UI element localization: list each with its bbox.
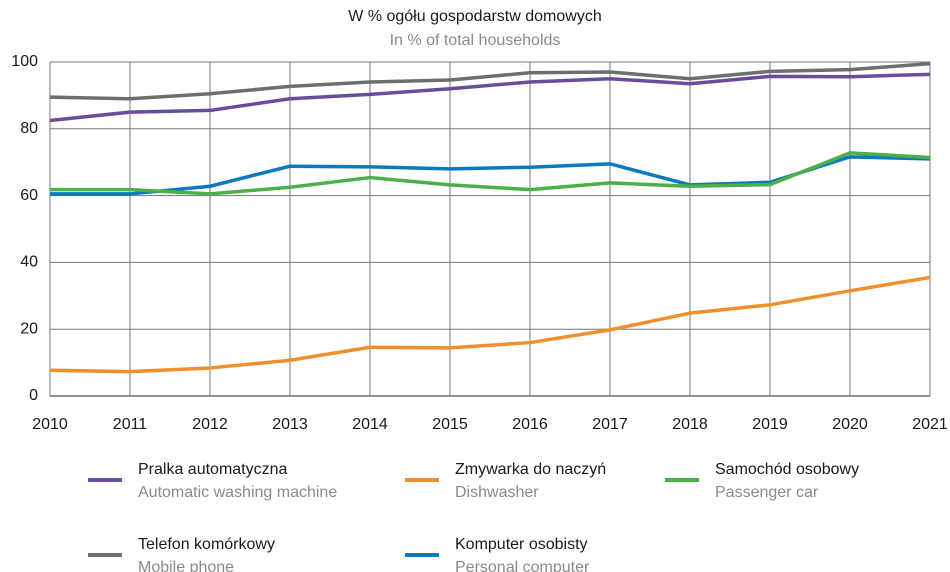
- legend-label: Zmywarka do naczyń: [455, 461, 606, 478]
- y-tick-label: 100: [11, 53, 38, 70]
- chart-title: W % ogółu gospodarstw domowych: [348, 8, 601, 25]
- chart-subtitle: In % of total households: [390, 32, 561, 49]
- series-line: [49, 275, 931, 374]
- x-tick-label: 2021: [912, 416, 948, 433]
- legend-sublabel: Dishwasher: [455, 484, 539, 501]
- x-tick-label: 2010: [32, 416, 68, 433]
- x-tick-label: 2019: [752, 416, 788, 433]
- x-tick-label: 2016: [512, 416, 548, 433]
- x-tick-label: 2011: [113, 416, 148, 433]
- y-tick-label: 40: [20, 254, 38, 271]
- y-tick-label: 60: [20, 187, 38, 204]
- x-tick-label: 2014: [352, 416, 388, 433]
- legend-sublabel: Passenger car: [715, 484, 819, 501]
- series-line: [49, 61, 931, 101]
- legend-label: Telefon komórkowy: [138, 536, 275, 553]
- y-tick-label: 20: [20, 320, 38, 337]
- series-line: [50, 151, 931, 196]
- x-tick-label: 2017: [592, 416, 628, 433]
- y-tick-label: 80: [20, 120, 38, 137]
- legend-label: Pralka automatyczna: [138, 461, 288, 478]
- x-tick-label: 2012: [192, 416, 228, 433]
- legend-sublabel: Personal computer: [455, 559, 590, 572]
- x-tick-label: 2020: [832, 416, 868, 433]
- series-line: [49, 72, 931, 123]
- x-tick-label: 2013: [272, 416, 308, 433]
- x-tick-label: 2018: [672, 416, 708, 433]
- legend-sublabel: Automatic washing machine: [138, 484, 337, 501]
- y-tick-label: 0: [29, 387, 38, 404]
- legend-sublabel: Mobile phone: [138, 559, 234, 572]
- x-tick-label: 2015: [432, 416, 468, 433]
- legend-label: Komputer osobisty: [455, 536, 588, 553]
- legend-label: Samochód osobowy: [715, 461, 859, 478]
